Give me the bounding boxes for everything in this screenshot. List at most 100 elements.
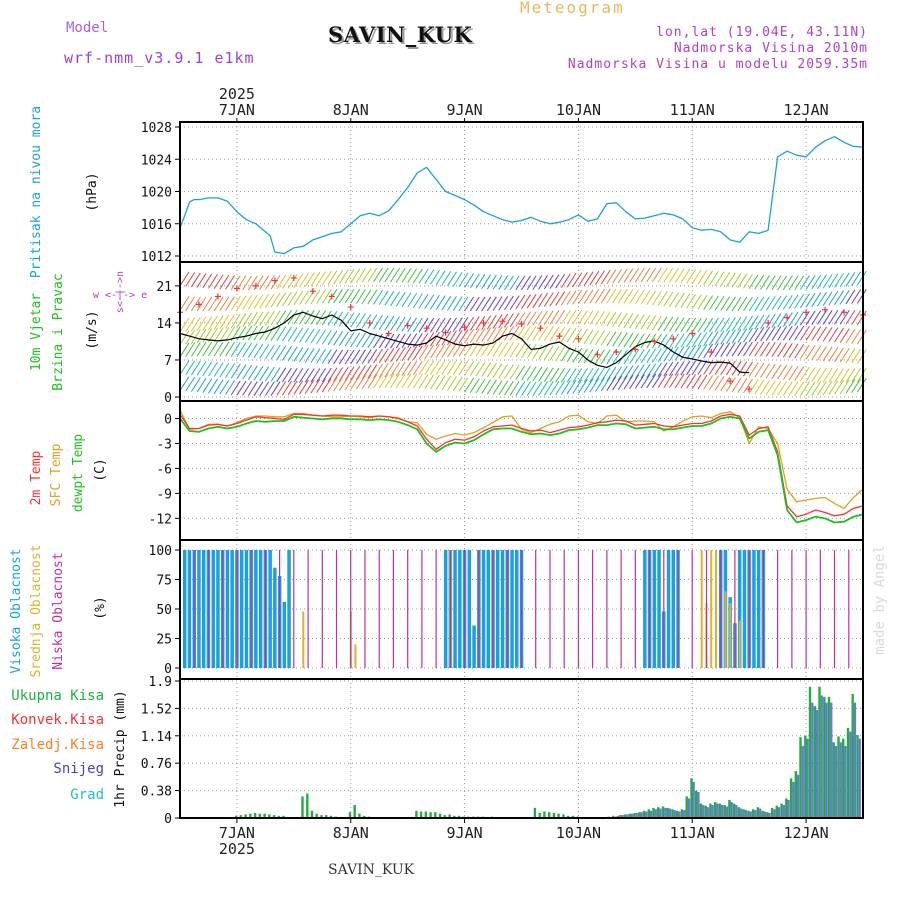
wind-barb (384, 362, 395, 378)
wind-barb (555, 327, 566, 342)
wind-barb (583, 348, 594, 364)
wind-barb (577, 271, 588, 287)
panel-frame-precip (179, 678, 864, 819)
wind-barb (538, 367, 548, 382)
wind-barb (310, 378, 321, 394)
precip-total-bar (657, 807, 660, 818)
cloud-bar-low (264, 550, 266, 668)
day-label-top: 12JAN (784, 101, 829, 119)
wind-barb (657, 291, 668, 306)
wind-barb (316, 378, 327, 393)
cloud-bar-high (187, 550, 192, 668)
wind-barb (532, 275, 543, 290)
precip-snow-bar (730, 802, 733, 818)
precip-legend-item: Konvek.Kisa (11, 712, 104, 728)
wind-barb (589, 310, 600, 326)
precip-total-bar (638, 812, 641, 818)
precip-snow-bar (825, 702, 828, 818)
wind-barb (822, 273, 833, 289)
precip-total-bar (325, 815, 328, 818)
wind-barb (856, 310, 867, 326)
year-label-bottom: 2025 (219, 840, 255, 858)
wind-barb (629, 268, 640, 283)
wind-barb (834, 290, 844, 305)
precip-total-bar (780, 803, 783, 818)
wind-barb (316, 329, 327, 345)
ytick-label-pressure: 1020 (141, 186, 172, 201)
wind-barb (657, 373, 668, 388)
wind-barb (447, 330, 457, 345)
wind-barb (731, 273, 742, 288)
cloud-low-axis-title: Niska Oblacnost (51, 552, 66, 669)
wind-barb (794, 343, 805, 359)
wind-barb (617, 312, 628, 328)
wind-barb (247, 343, 258, 358)
precip-total-bar (548, 812, 551, 818)
precip-total-bar (301, 796, 304, 818)
wind-barb (373, 373, 383, 389)
wind-barb (839, 290, 850, 305)
cloud-bar-high (510, 550, 514, 668)
wind-barb (378, 267, 389, 283)
wind-barb (731, 316, 742, 332)
wind-barb (754, 274, 765, 290)
wind-barb (771, 380, 782, 396)
wind-barb (737, 316, 748, 331)
wind-barb (293, 368, 304, 383)
precip-legend-item: Ukupna Kisa (11, 688, 104, 704)
wind-barb (253, 381, 264, 396)
wind-barb (230, 275, 241, 290)
wind-barb (333, 331, 344, 346)
wind-barb (179, 296, 190, 311)
wind-mark (423, 325, 430, 332)
wind-barb (196, 328, 207, 344)
wind-barb (686, 345, 696, 360)
wind-barb (310, 348, 321, 364)
wind-barb (760, 341, 770, 357)
wind-barb (321, 367, 332, 383)
wind-barb (270, 274, 281, 290)
wind-barb (458, 342, 469, 357)
wind-barb (287, 346, 298, 362)
precip-total-bar (652, 807, 655, 818)
wind-mark (727, 378, 734, 385)
wind-barb (401, 346, 412, 362)
wind-barb (185, 376, 196, 392)
wind-barb (299, 272, 309, 288)
wind-barb (338, 366, 349, 382)
wind-barb (333, 288, 344, 304)
wind-barb (304, 348, 315, 363)
wind-barb (521, 365, 531, 381)
cloud-bar-high (643, 550, 647, 668)
wind-barb (720, 296, 731, 311)
wind-barb (794, 275, 805, 291)
wind-barb (259, 381, 270, 396)
wind-barb (179, 330, 190, 345)
wind-barb (264, 275, 275, 290)
wind-barb (765, 296, 776, 311)
precip-total-bar (434, 812, 437, 818)
wind-barb (549, 310, 560, 325)
wind-barb (179, 360, 190, 375)
precip-total-bar (799, 737, 802, 818)
wind-barb (213, 274, 224, 290)
wind-barb (595, 367, 605, 383)
credit-text: made by Angel (872, 545, 888, 655)
wind-barb (515, 365, 526, 380)
precip-snow-bar (744, 810, 747, 818)
cloud-bar-high (282, 601, 287, 668)
wind-barb (566, 327, 577, 343)
wind-barb (390, 362, 401, 377)
wind-barb (646, 363, 657, 378)
wind-barb (839, 379, 850, 394)
cloud-bar-low (378, 550, 380, 668)
wind-barb (225, 363, 235, 378)
wind-barb (663, 347, 674, 362)
precip-total-bar (723, 805, 726, 818)
wind-barb (851, 329, 862, 344)
cloud-bar-low (193, 550, 195, 668)
wind-barb (856, 349, 867, 364)
wind-barb (447, 376, 457, 391)
wind-barb (731, 361, 742, 376)
wind-barb (577, 368, 588, 383)
